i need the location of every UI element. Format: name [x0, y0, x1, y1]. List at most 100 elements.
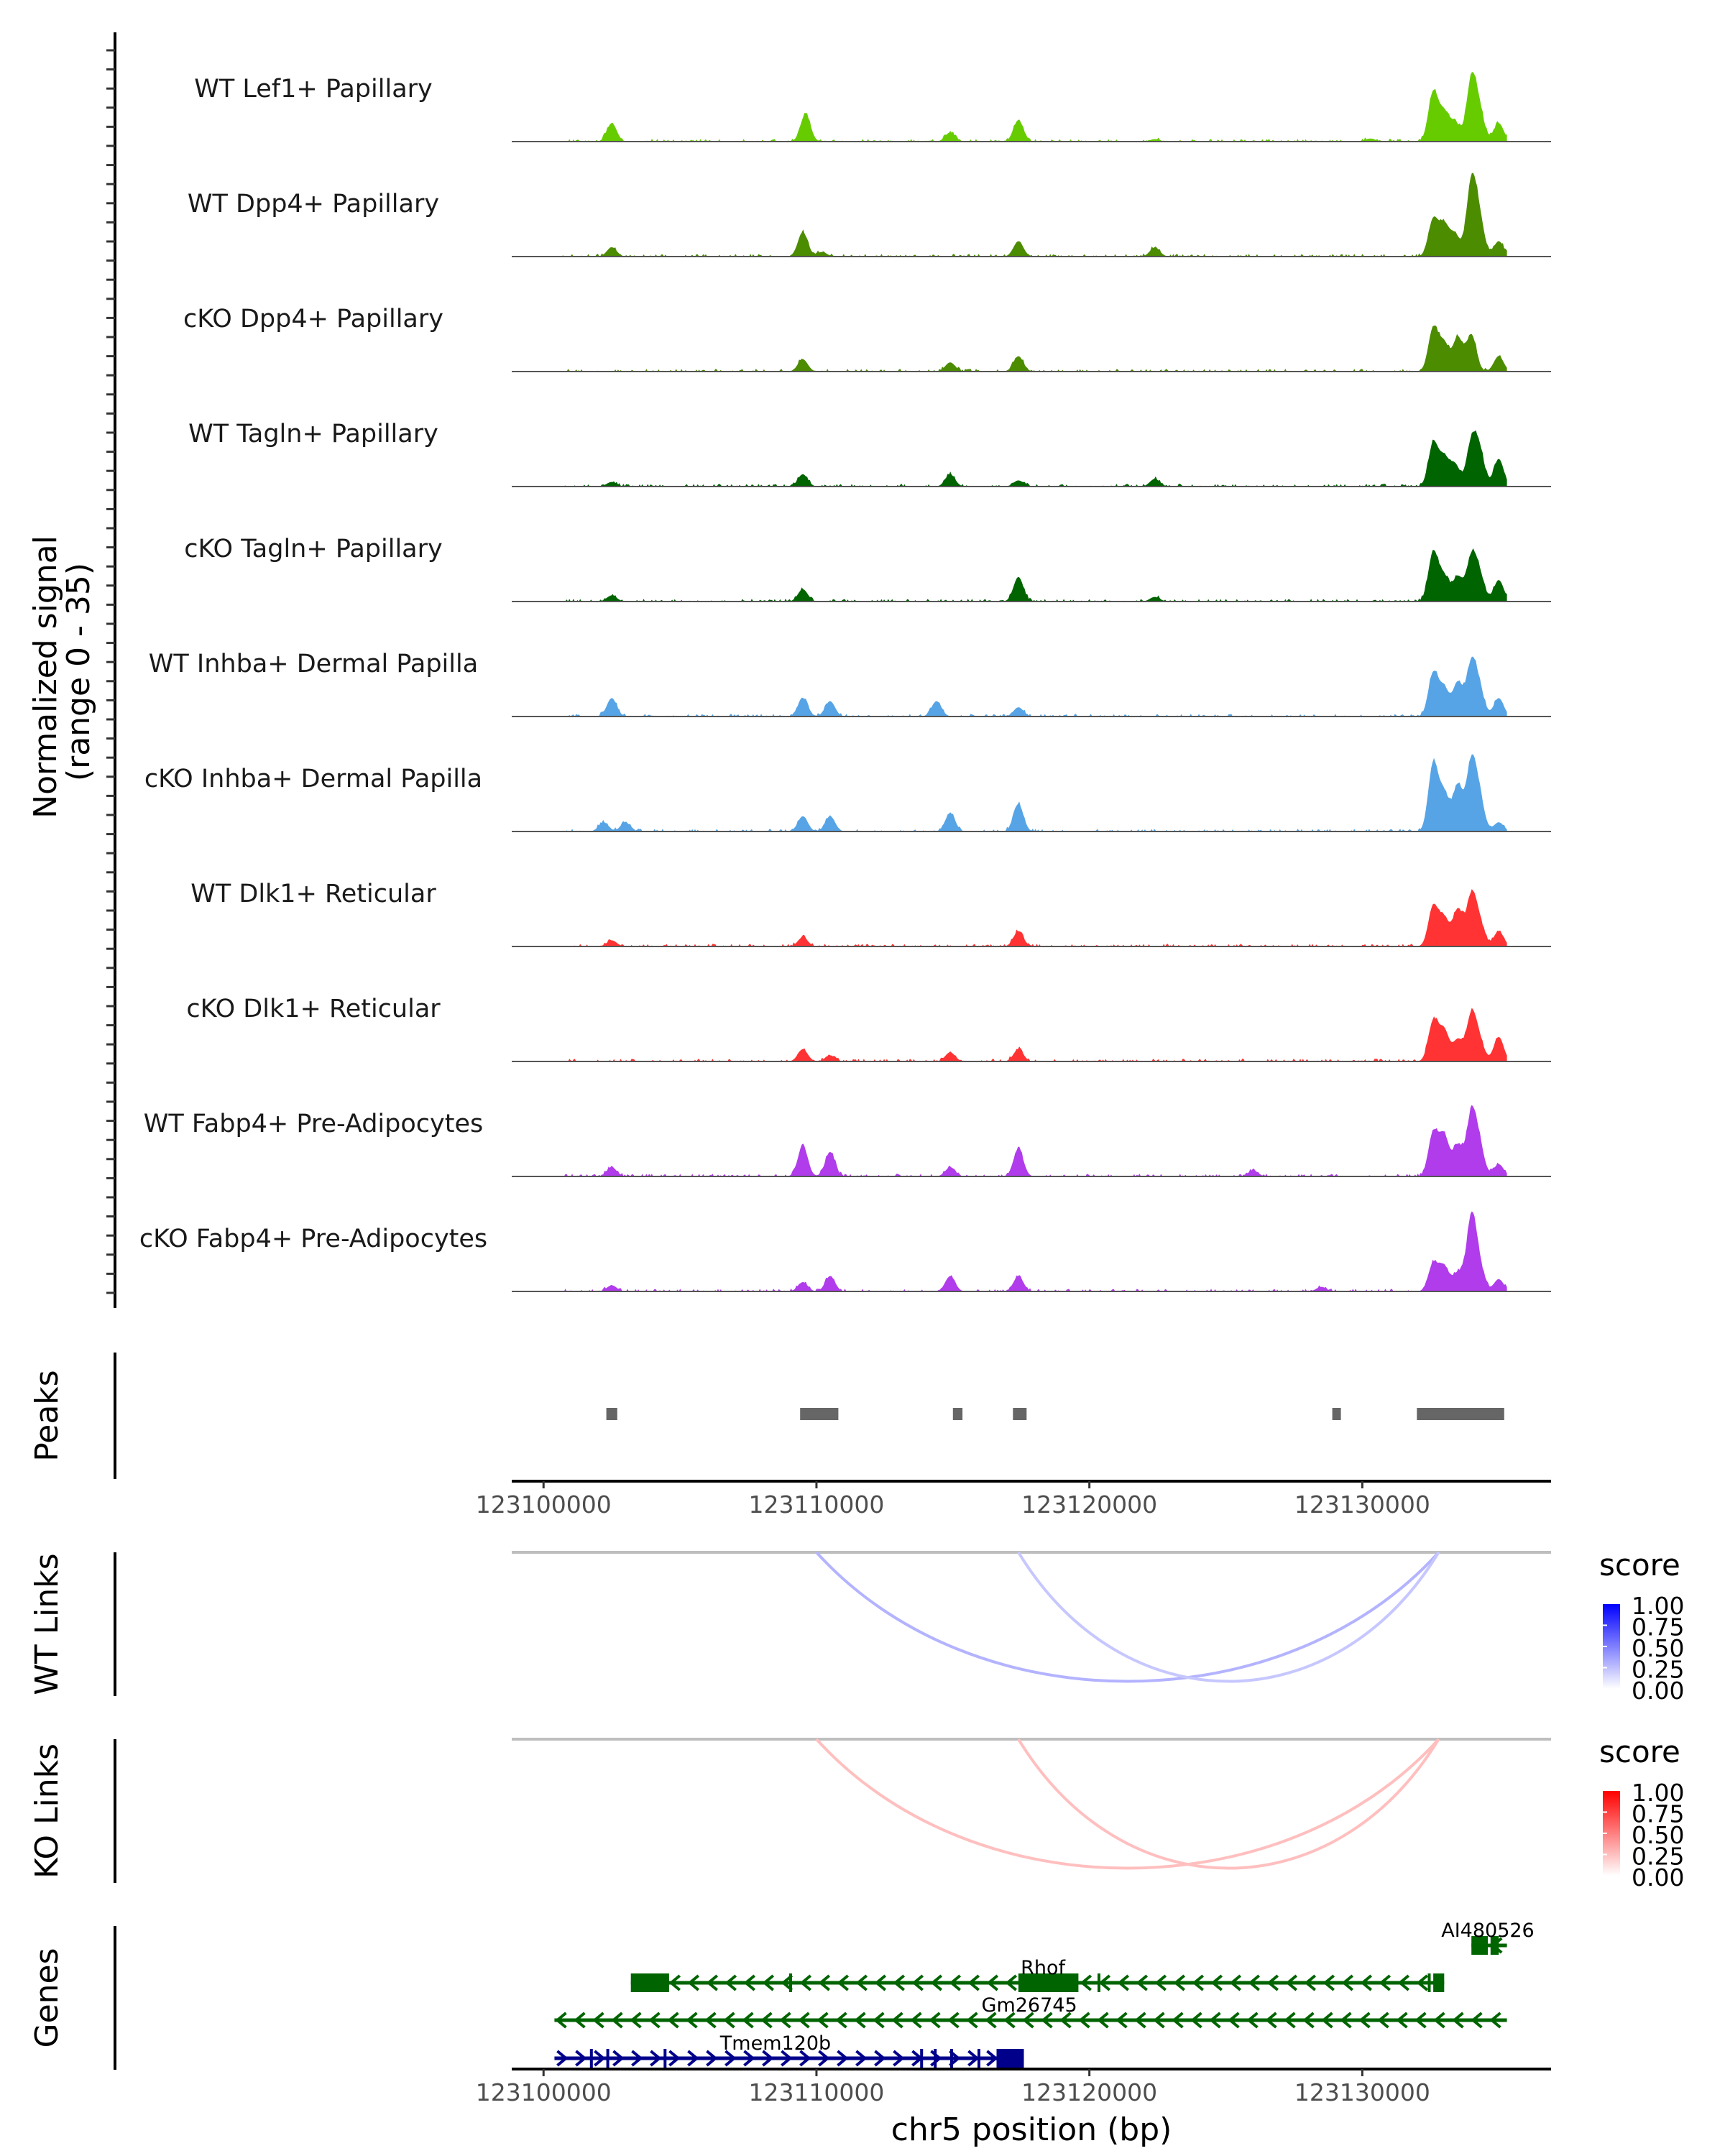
legend-tick-label: 1.00: [1632, 1592, 1684, 1620]
strand-arrow-left-icon: [743, 1974, 756, 1991]
strand-arrow-right-icon: [724, 2050, 737, 2067]
gene-model: Tmem120b: [554, 2032, 1024, 2068]
strand-arrow-left-icon: [986, 1974, 999, 1991]
strand-arrow-left-icon: [1097, 2012, 1109, 2029]
strand-arrow-right-icon: [687, 2050, 699, 2067]
strand-arrow-left-icon: [1304, 1974, 1317, 1991]
track-label: WT Tagln+ Papillary: [188, 420, 438, 448]
strand-arrow-right-icon: [837, 2050, 849, 2067]
strand-arrow-left-icon: [1397, 1974, 1410, 1991]
gene-exon: [589, 2049, 593, 2068]
strand-arrow-left-icon: [1041, 2012, 1053, 2029]
coverage-area: [562, 172, 1507, 257]
strand-arrow-left-icon: [818, 1974, 831, 1991]
gene-exon: [663, 2049, 667, 2068]
gene-model: Gm26745: [554, 1994, 1507, 2029]
gene-exon: [1490, 1936, 1499, 1955]
strand-arrow-left-icon: [723, 2012, 735, 2029]
strand-arrow-right-icon: [668, 2050, 681, 2067]
strand-arrow-left-icon: [1080, 1974, 1092, 1991]
strand-arrow-left-icon: [1414, 2012, 1427, 2029]
legend-tick-label: 0.50: [1632, 1821, 1684, 1849]
strand-arrow-left-icon: [1452, 2012, 1464, 2029]
x-tick-label: 123110000: [748, 2078, 884, 2106]
strand-arrow-left-icon: [1078, 2012, 1090, 2029]
strand-arrow-left-icon: [967, 1974, 980, 1991]
strand-arrow-left-icon: [1302, 2012, 1315, 2029]
strand-arrow-left-icon: [1266, 1974, 1279, 1991]
strand-arrow-left-icon: [1341, 1974, 1354, 1991]
gene-exon: [1427, 1973, 1431, 1992]
peaks-x-axis: 123100000 123110000 123120000 123130000: [476, 1481, 1430, 1519]
score-legend: score 1.000.750.500.250.00: [1599, 1734, 1684, 1892]
legend-title: score: [1599, 1734, 1680, 1769]
strand-arrow-left-icon: [1190, 2012, 1202, 2029]
strand-arrow-left-icon: [1433, 2012, 1445, 2029]
gene-exon: [996, 2049, 1024, 2068]
strand-arrow-right-icon: [799, 2050, 811, 2067]
strand-arrow-left-icon: [1416, 1974, 1429, 1991]
coverage-area: [562, 548, 1507, 602]
coverage-tracks: WT Lef1+ Papillary WT Dpp4+ Papillary cKO …: [139, 72, 1551, 1292]
track-label: cKO Inhba+ Dermal Papilla: [144, 765, 482, 793]
strand-arrow-left-icon: [762, 1974, 775, 1991]
strand-arrow-left-icon: [1377, 2012, 1389, 2029]
x-tick-label: 123110000: [748, 1491, 884, 1519]
strand-arrow-right-icon: [650, 2050, 662, 2067]
x-tick-label: 123100000: [476, 1491, 612, 1519]
x-tick-label: 123130000: [1294, 1491, 1430, 1519]
coverage-panel: Normalized signal (range 0 - 35) WT Lef1…: [27, 32, 1551, 1308]
y-title-line-1: Normalized signal: [27, 535, 64, 819]
strand-arrow-left-icon: [611, 2012, 623, 2029]
strand-arrow-left-icon: [1117, 1974, 1130, 1991]
legend-tick-label: 0.25: [1632, 1656, 1684, 1684]
x-axis-title: chr5 position (bp): [891, 2111, 1172, 2148]
strand-arrow-right-icon: [967, 2050, 980, 2067]
track-label: cKO Tagln+ Papillary: [184, 535, 443, 563]
coverage-track: WT Dlk1+ Reticular: [190, 880, 1551, 947]
strand-arrow-left-icon: [816, 2012, 829, 2029]
legend-title: score: [1599, 1547, 1680, 1583]
strand-arrow-left-icon: [1022, 2012, 1034, 2029]
link-arc: [815, 1738, 1440, 1870]
x-tick-label: 123120000: [1021, 2078, 1157, 2106]
strand-arrow-left-icon: [1489, 2012, 1501, 2029]
gene-exon: [606, 2049, 610, 2068]
coverage-track: cKO Fabp4+ Pre-Adipocytes: [139, 1211, 1551, 1292]
strand-arrow-left-icon: [854, 2012, 866, 2029]
strand-arrow-left-icon: [1153, 2012, 1165, 2029]
strand-arrow-left-icon: [1246, 2012, 1259, 2029]
coverage-area: [562, 72, 1507, 142]
score-legend: score 1.000.750.500.250.00: [1599, 1547, 1684, 1705]
strand-arrow-right-icon: [575, 2050, 587, 2067]
strand-arrow-left-icon: [781, 1974, 794, 1991]
x-tick-label: 123130000: [1294, 2078, 1430, 2106]
track-label: cKO Dlk1+ Reticular: [186, 995, 441, 1023]
gene-exon: [920, 2049, 924, 2068]
strand-arrow-left-icon: [873, 2012, 885, 2029]
strand-arrow-left-icon: [1209, 2012, 1221, 2029]
x-tick-label: 123120000: [1021, 1491, 1157, 1519]
strand-arrow-left-icon: [891, 2012, 903, 2029]
gene-exon: [1098, 1973, 1100, 1992]
strand-arrow-left-icon: [1340, 2012, 1352, 2029]
coverage-area: [562, 754, 1507, 831]
strand-arrow-right-icon: [612, 2050, 625, 2067]
track-label: WT Fabp4+ Pre-Adipocytes: [144, 1110, 483, 1138]
coverage-track: WT Lef1+ Papillary: [194, 72, 1551, 142]
legend-tick-label: 0.00: [1632, 1677, 1684, 1705]
strand-arrow-left-icon: [1210, 1974, 1223, 1991]
legend-tick-label: 0.00: [1632, 1864, 1684, 1892]
strand-arrow-left-icon: [835, 2012, 847, 2029]
genes-track-label: Genes: [29, 1948, 65, 2047]
coverage-track: cKO Tagln+ Papillary: [184, 535, 1551, 602]
links-panel: WT Links score 1.000.750.500.250.00: [29, 1547, 1684, 1705]
strand-arrow-left-icon: [1379, 1974, 1392, 1991]
gene-label: Gm26745: [982, 1994, 1077, 2017]
peak-region: [1417, 1408, 1504, 1420]
coverage-area: [562, 325, 1507, 372]
coverage-area: [562, 430, 1507, 487]
strand-arrow-right-icon: [986, 2050, 998, 2067]
gene-models: AI480526 Rhof Gm26745 Tmem120b: [554, 1920, 1535, 2068]
coverage-area: [562, 889, 1507, 946]
